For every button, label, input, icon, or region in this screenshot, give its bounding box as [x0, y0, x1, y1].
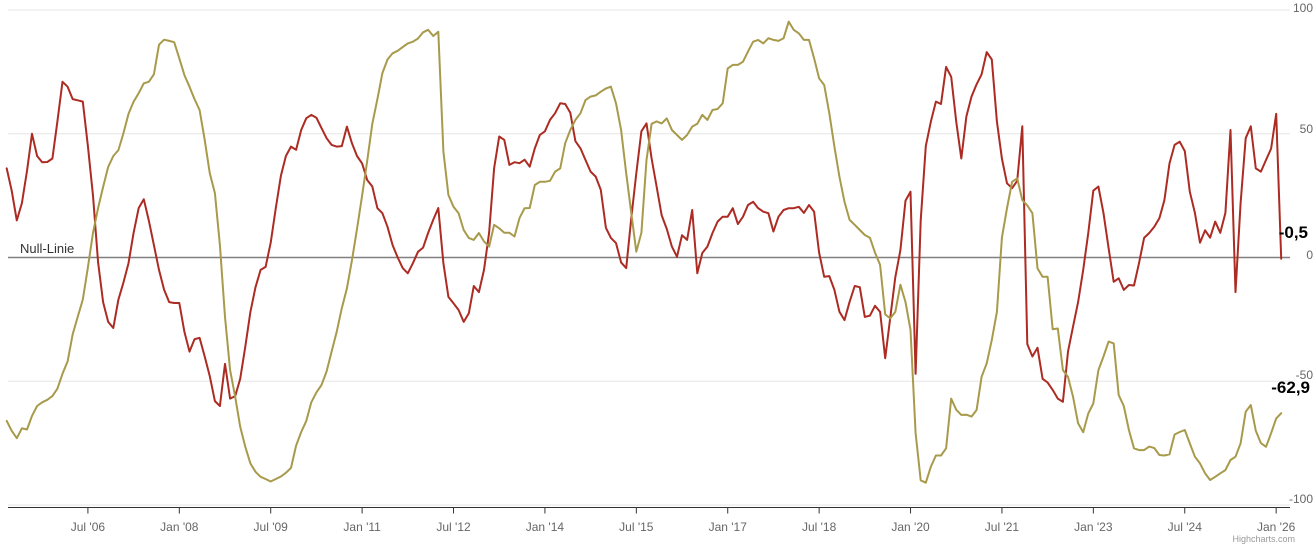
x-axis-label: Jan '17 — [709, 520, 748, 534]
olive-series-line[interactable] — [5, 20, 1283, 484]
x-axis-label: Jul '12 — [436, 520, 471, 534]
x-axis-label: Jan '08 — [160, 520, 199, 534]
x-axis-label: Jan '14 — [526, 520, 565, 534]
x-axis-label: Jan '26 — [1257, 520, 1296, 534]
x-axis-label: Jan '20 — [891, 520, 930, 534]
x-axis-label: Jul '18 — [802, 520, 837, 534]
red-series-value-label: -0,5 — [1278, 223, 1308, 242]
zero-line-label: Null-Linie — [20, 241, 75, 256]
y-axis-label: 0 — [1306, 248, 1313, 262]
x-axis-label: Jul '21 — [985, 520, 1020, 534]
y-axis-label: 50 — [1300, 122, 1314, 136]
x-axis-label: Jan '11 — [343, 520, 381, 534]
highcharts-credit-link[interactable]: Highcharts.com — [1232, 534, 1295, 544]
x-axis-label: Jul '09 — [254, 520, 289, 534]
x-axis-label: Jul '15 — [619, 520, 654, 534]
y-axis-label: 100 — [1293, 1, 1313, 15]
red-series-line[interactable] — [5, 51, 1283, 407]
y-axis-label: -100 — [1289, 492, 1313, 506]
x-axis-label: Jan '23 — [1074, 520, 1113, 534]
x-axis-label: Jul '06 — [71, 520, 106, 534]
x-axis-label: Jul '24 — [1168, 520, 1203, 534]
y-axis-label: -50 — [1296, 368, 1314, 382]
olive-series-value-label: -62,9 — [1271, 378, 1310, 397]
